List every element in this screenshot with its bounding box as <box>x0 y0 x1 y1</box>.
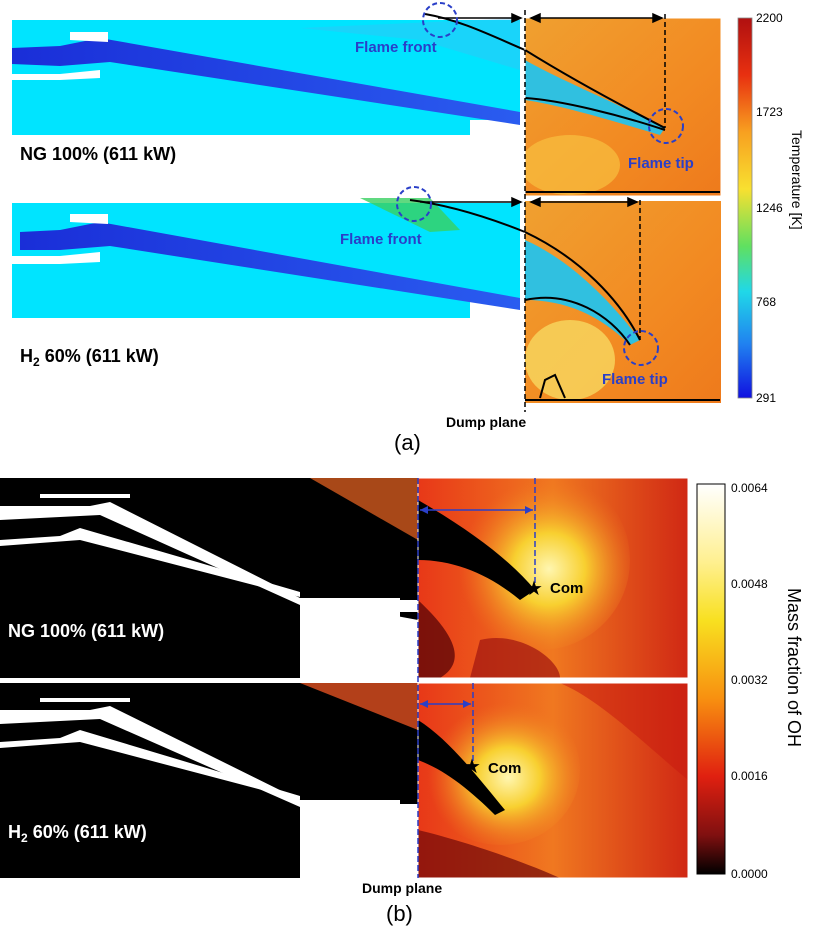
oh-colorbar-title: Mass fraction of OH <box>784 588 804 747</box>
fuel-jet <box>20 222 520 310</box>
flame-front-label: Flame front <box>340 231 422 248</box>
caption-b: (b) <box>386 901 413 926</box>
case-label-h2: H2 60% (611 kW) <box>8 822 147 845</box>
oh-colorbar <box>696 483 726 875</box>
svg-text:0.0000: 0.0000 <box>731 867 768 881</box>
flame-core <box>525 240 640 345</box>
fuel-jet <box>12 38 520 125</box>
case-label-ng: NG 100% (611 kW) <box>20 144 176 164</box>
svg-text:768: 768 <box>756 295 776 309</box>
case-label-ng: NG 100% (611 kW) <box>8 621 164 641</box>
com-star-icon: ★ <box>525 578 543 600</box>
dimension-lines <box>420 10 666 412</box>
svg-text:0.0016: 0.0016 <box>731 769 768 783</box>
flame-tip-marker <box>648 108 684 144</box>
flame-front-marker <box>422 2 458 38</box>
premixer-h2 <box>12 198 520 318</box>
svg-text:2200: 2200 <box>756 11 783 25</box>
svg-text:0.0048: 0.0048 <box>731 577 768 591</box>
svg-text:291: 291 <box>756 391 776 405</box>
svg-text:1246: 1246 <box>756 201 783 215</box>
panel-a: Flame front Flame tip Flame front Flame … <box>12 2 805 455</box>
temperature-colorbar <box>737 17 753 399</box>
temperature-colorbar-title: Temperature [K] <box>789 130 805 230</box>
dump-plane-label: Dump plane <box>362 880 442 896</box>
oh-ticks: 0.0064 0.0048 0.0032 0.0016 0.0000 <box>731 481 768 881</box>
case-label-h2: H2 60% (611 kW) <box>20 346 159 369</box>
flame-contour <box>525 231 641 341</box>
svg-text:0.0032: 0.0032 <box>731 673 768 687</box>
flame-front-label: Flame front <box>355 39 437 56</box>
chamber-h2 <box>525 201 721 403</box>
flame-tip-label: Flame tip <box>628 155 694 172</box>
flame-core <box>418 720 505 815</box>
oh-field-h2 <box>0 682 689 879</box>
com-label: Com <box>488 760 521 777</box>
svg-text:1723: 1723 <box>756 105 783 119</box>
flame-tip-label: Flame tip <box>602 371 668 388</box>
com-label: Com <box>550 580 583 597</box>
panel-b: ★ Com ★ Com NG 100% (611 kW) H2 60% (611… <box>0 477 804 926</box>
dump-plane-label: Dump plane <box>446 414 526 430</box>
flame-front-marker <box>396 186 432 222</box>
temperature-ticks: 2200 1723 1246 768 291 <box>756 11 783 405</box>
flame-tip-marker <box>623 330 659 366</box>
flame-core <box>525 60 665 135</box>
chamber-ng <box>525 18 721 196</box>
flame-core <box>418 500 535 600</box>
premixer-ng <box>12 18 520 135</box>
com-star-icon: ★ <box>463 756 481 778</box>
caption-a: (a) <box>394 430 421 455</box>
oh-field-ng <box>0 477 689 679</box>
com-dimension-lines <box>417 478 536 878</box>
svg-text:0.0064: 0.0064 <box>731 481 768 495</box>
